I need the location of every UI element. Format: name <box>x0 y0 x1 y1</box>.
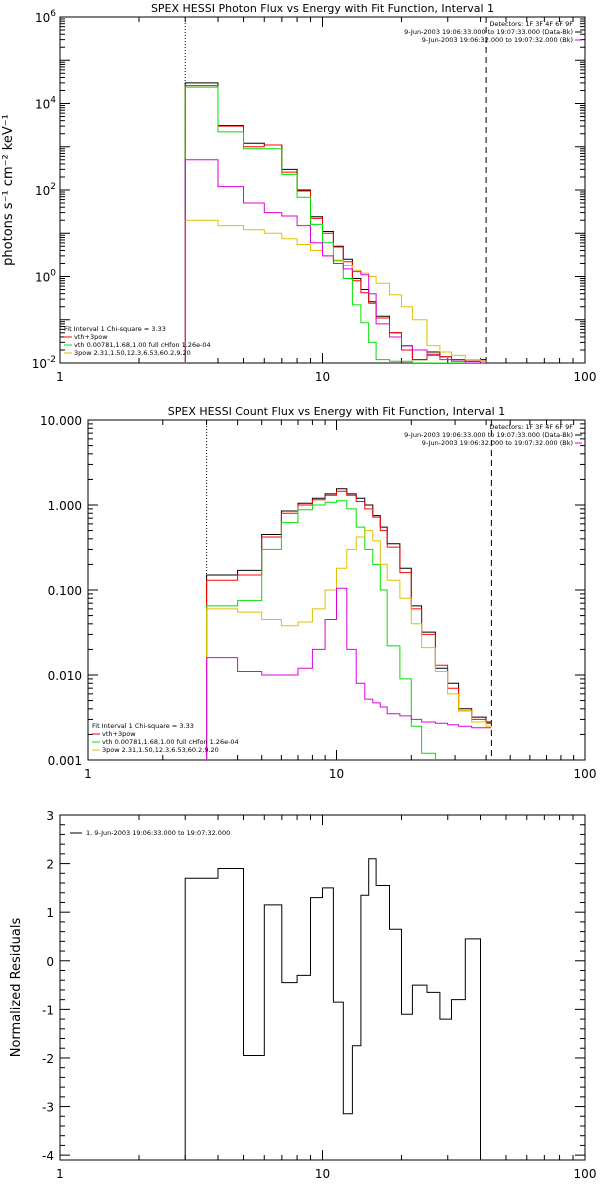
detector-info-text: 9-Jun-2003 19:06:32.000 to 19:07:32.000 … <box>422 439 573 447</box>
x-tick-label: 100 <box>574 370 597 384</box>
photon-flux-panel: SPEX HESSI Photon Flux vs Energy with Fi… <box>1 2 596 384</box>
fit-info-text: vth+3pow <box>74 333 108 341</box>
y-tick-label: 0 <box>46 955 54 969</box>
y-tick-label: 10.000 <box>40 414 82 428</box>
chart-title: SPEX HESSI Photon Flux vs Energy with Fi… <box>151 2 494 15</box>
y-tick-label: 3 <box>46 809 54 823</box>
series-vth <box>184 86 487 363</box>
x-tick-label: 10 <box>315 370 330 384</box>
detector-info-text: 9-Jun-2003 19:06:33.000 to 19:07:33.000 … <box>404 28 573 36</box>
fit-info-text: 3pow 2.31,1.50,12.3,6.53,60.2,9.20 <box>102 746 219 754</box>
detector-info-text: Detectors: 1F 3F 4F 6F 9F <box>489 423 573 431</box>
series-residuals <box>184 858 487 1160</box>
detector-info-text: 9-Jun-2003 19:06:33.000 to 19:07:33.000 … <box>404 431 573 439</box>
x-tick-label: 1 <box>56 1167 64 1181</box>
y-tick-label: 1 <box>46 906 54 920</box>
fit-info-text: vth+3pow <box>102 730 136 738</box>
y-tick-label: 104 <box>35 96 56 112</box>
series-group <box>206 488 492 760</box>
x-tick-label: 100 <box>574 767 597 781</box>
y-tick-label: 0.001 <box>48 754 82 768</box>
y-tick-label: -2 <box>42 1052 54 1066</box>
series-data <box>206 488 492 760</box>
y-tick-label: 10-2 <box>32 355 56 371</box>
series-3pow <box>184 219 487 363</box>
detector-info-text: Detectors: 1F 3F 4F 6F 9F <box>489 20 573 28</box>
x-tick-label: 10 <box>329 767 344 781</box>
fit-info-text: Fit Interval 1 Chi-square = 3.33 <box>64 325 166 333</box>
plot-frame <box>59 16 586 364</box>
plot-frame <box>59 814 586 1161</box>
x-tick-label: 100 <box>574 1167 597 1181</box>
detector-info-text: 9-Jun-2003 19:06:32.000 to 19:07:32.000 … <box>422 36 573 44</box>
y-tick-label: -1 <box>42 1003 54 1017</box>
y-tick-label: 100 <box>35 269 56 285</box>
y-tick-label: 1.000 <box>48 499 82 513</box>
y-tick-label: -3 <box>42 1101 54 1115</box>
series-3pow <box>206 530 492 760</box>
residuals-panel: 1 10 100 -4 -3 -2 -1 0 1 2 3 Normalized Residuals 1.… <box>9 809 596 1181</box>
x-tick-label: 1 <box>56 370 64 384</box>
series-group <box>184 858 487 1160</box>
fit-info-text: vth 0.00781,1.68,1.00 full cHfon 1.26e-0… <box>102 738 239 746</box>
series-bk <box>206 587 492 760</box>
fit-info-text: Fit Interval 1 Chi-square = 3.33 <box>92 722 194 730</box>
y-axis-label: Normalized Residuals <box>9 918 24 1058</box>
series-total-fit <box>206 490 492 760</box>
residuals-legend-text: 1. 9-Jun-2003 19:06:33.000 to 19:07:32.0… <box>86 829 230 837</box>
chart-title: SPEX HESSI Count Flux vs Energy with Fit… <box>168 405 505 418</box>
fit-info-text: vth 0.00781,1.68,1.00 full cHfon 1.26e-0… <box>74 341 211 349</box>
series-bk <box>184 159 487 363</box>
y-tick-label: 102 <box>35 182 56 198</box>
fit-info-text: 3pow 2.31,1.50,12.3,6.53,60.2,9.20 <box>74 349 191 357</box>
count-flux-panel: SPEX HESSI Count Flux vs Energy with Fit… <box>40 405 596 781</box>
y-tick-label: 106 <box>35 9 56 25</box>
series-total-fit <box>184 85 487 363</box>
y-tick-label: 0.100 <box>48 584 82 598</box>
x-tick-label: 1 <box>84 767 92 781</box>
y-tick-label: 0.010 <box>48 669 82 683</box>
y-tick-label: -4 <box>42 1149 54 1163</box>
y-axis-label: photons s⁻¹ cm⁻² keV⁻¹ <box>1 114 16 266</box>
series-group <box>184 82 487 363</box>
x-tick-label: 10 <box>315 1167 330 1181</box>
y-tick-label: 2 <box>46 858 54 872</box>
series-vth <box>206 500 436 760</box>
